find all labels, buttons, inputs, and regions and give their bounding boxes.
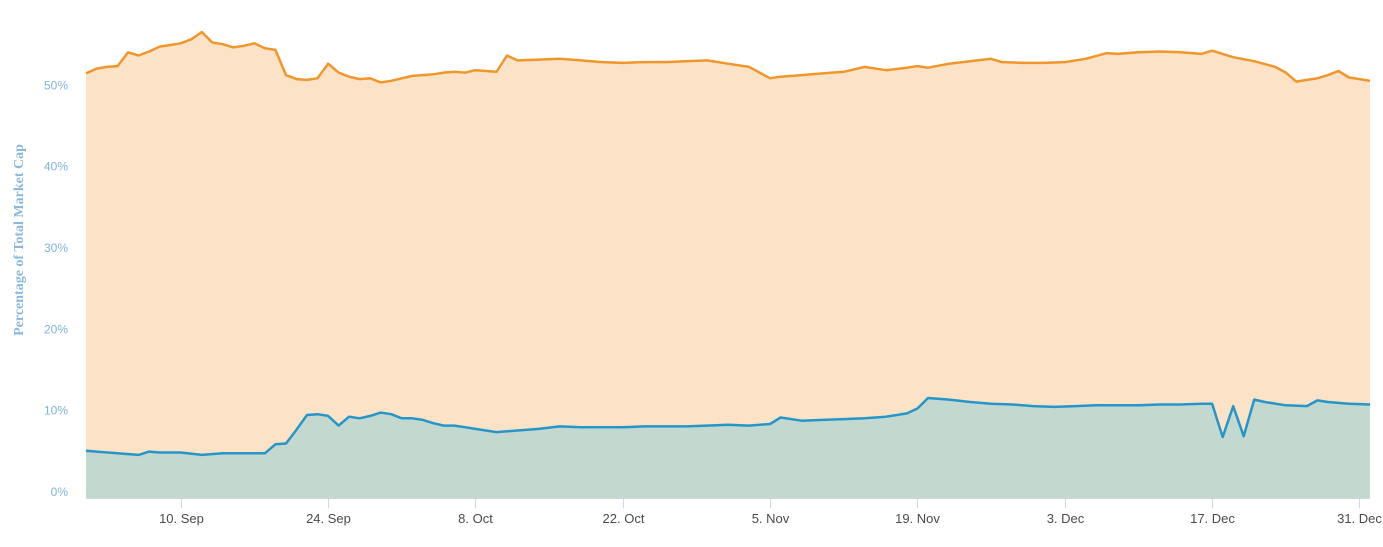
lower-series-area [86, 398, 1370, 498]
area-series-layer [85, 30, 1371, 498]
upper-series-area [86, 32, 1370, 498]
y-axis-title: Percentage of Total Market Cap [12, 144, 27, 336]
x-axis: 10. Sep 24. Sep 8. Oct 22. Oct 5. Nov 19. Nov… [86, 498, 1382, 526]
upper-series-line [85, 30, 1371, 84]
x-tick-label: 3. Dec [1047, 511, 1085, 526]
y-tick-label: 30% [44, 241, 68, 255]
x-tick-label: 24. Sep [306, 511, 351, 526]
x-tick-label: 31. Dec [1337, 511, 1382, 526]
lower-series-line [85, 396, 1371, 457]
x-tick-label: 5. Nov [752, 511, 790, 526]
x-tick-label: 22. Oct [603, 511, 645, 526]
x-tick-label: 17. Dec [1190, 511, 1235, 526]
x-tick-label: 19. Nov [895, 511, 940, 526]
y-tick-label: 0% [51, 485, 69, 499]
y-tick-label: 40% [44, 160, 68, 174]
y-axis: 0% 10% 20% 30% 40% 50% [44, 78, 68, 499]
x-tick-label: 10. Sep [159, 511, 204, 526]
y-tick-label: 10% [44, 404, 68, 418]
x-tick-label: 8. Oct [458, 511, 493, 526]
y-tick-label: 20% [44, 322, 68, 336]
y-tick-label: 50% [44, 78, 68, 92]
